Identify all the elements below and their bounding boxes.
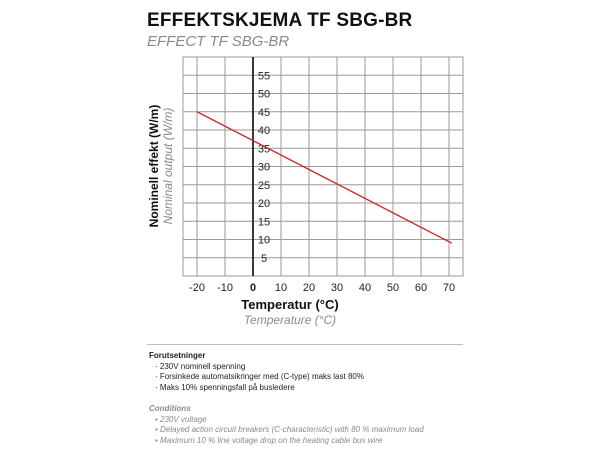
conditions-en: Conditions • 230V voltage • Delayed acti… — [149, 404, 424, 446]
conditions-en-heading: Conditions — [149, 404, 191, 413]
y-tick-label: 20 — [258, 198, 270, 210]
x-tick-label: -20 — [189, 282, 205, 294]
y-tick-label: 5 — [261, 253, 267, 265]
y-axis-label-en: Nominal output (W/m) — [161, 108, 175, 225]
conditions-no-item: · Forsinkede automatsikringer med (C-typ… — [155, 372, 364, 381]
x-tick-label: 0 — [250, 282, 256, 294]
x-tick-label: 50 — [387, 282, 399, 294]
x-tick-label: 40 — [359, 282, 371, 294]
y-tick-label: 55 — [258, 70, 270, 82]
chart-ticks: -20 -10 0 10 20 30 40 50 60 70 5 10 15 20 25 30 35 40 45 50… — [189, 70, 455, 294]
x-tick-label: 30 — [331, 282, 343, 294]
conditions-no-heading: Forutsetninger — [149, 351, 206, 360]
x-tick-label: 70 — [443, 282, 455, 294]
x-tick-label: 60 — [415, 282, 427, 294]
y-tick-label: 10 — [258, 235, 270, 247]
x-axis-label: Temperatur (°C) — [241, 297, 339, 312]
conditions-en-item: • 230V voltage — [155, 414, 207, 424]
chart-subtitle: EFFECT TF SBG-BR — [147, 33, 290, 50]
effect-line — [196, 111, 453, 244]
y-tick-label: 30 — [258, 162, 270, 174]
y-tick-label: 50 — [258, 89, 270, 101]
conditions-en-item: • Maximum 10 % line voltage drop on the … — [155, 435, 383, 445]
y-tick-label: 40 — [258, 125, 270, 137]
conditions-no-item: · 230V nominell spenning — [155, 361, 246, 371]
chart-title: EFFEKTSKJEMA TF SBG-BR — [147, 10, 413, 31]
y-axis-label: Nominell effekt (W/m) — [147, 105, 161, 228]
x-tick-label: 20 — [303, 282, 315, 294]
chart-grid — [182, 56, 464, 277]
chart-series — [196, 111, 453, 244]
conditions-no-item: · Maks 10% spenningsfall på busledere — [155, 382, 295, 392]
x-axis-label-en: Temperature (°C) — [243, 313, 337, 327]
conditions-en-item: • Delayed action circuit breakers (C-cha… — [155, 425, 424, 434]
y-tick-label: 15 — [258, 216, 270, 228]
x-tick-label: 10 — [275, 282, 287, 294]
conditions-no: Forutsetninger · 230V nominell spenning … — [149, 351, 364, 393]
x-tick-label: -10 — [217, 282, 233, 294]
effect-chart: -20 -10 0 10 20 30 40 50 60 70 5 10 15 20 25 30 35 40 45 50… — [147, 56, 464, 294]
section-divider — [147, 344, 463, 345]
y-tick-label: 45 — [258, 107, 270, 119]
y-tick-label: 35 — [258, 143, 270, 155]
y-tick-label: 25 — [258, 180, 270, 192]
